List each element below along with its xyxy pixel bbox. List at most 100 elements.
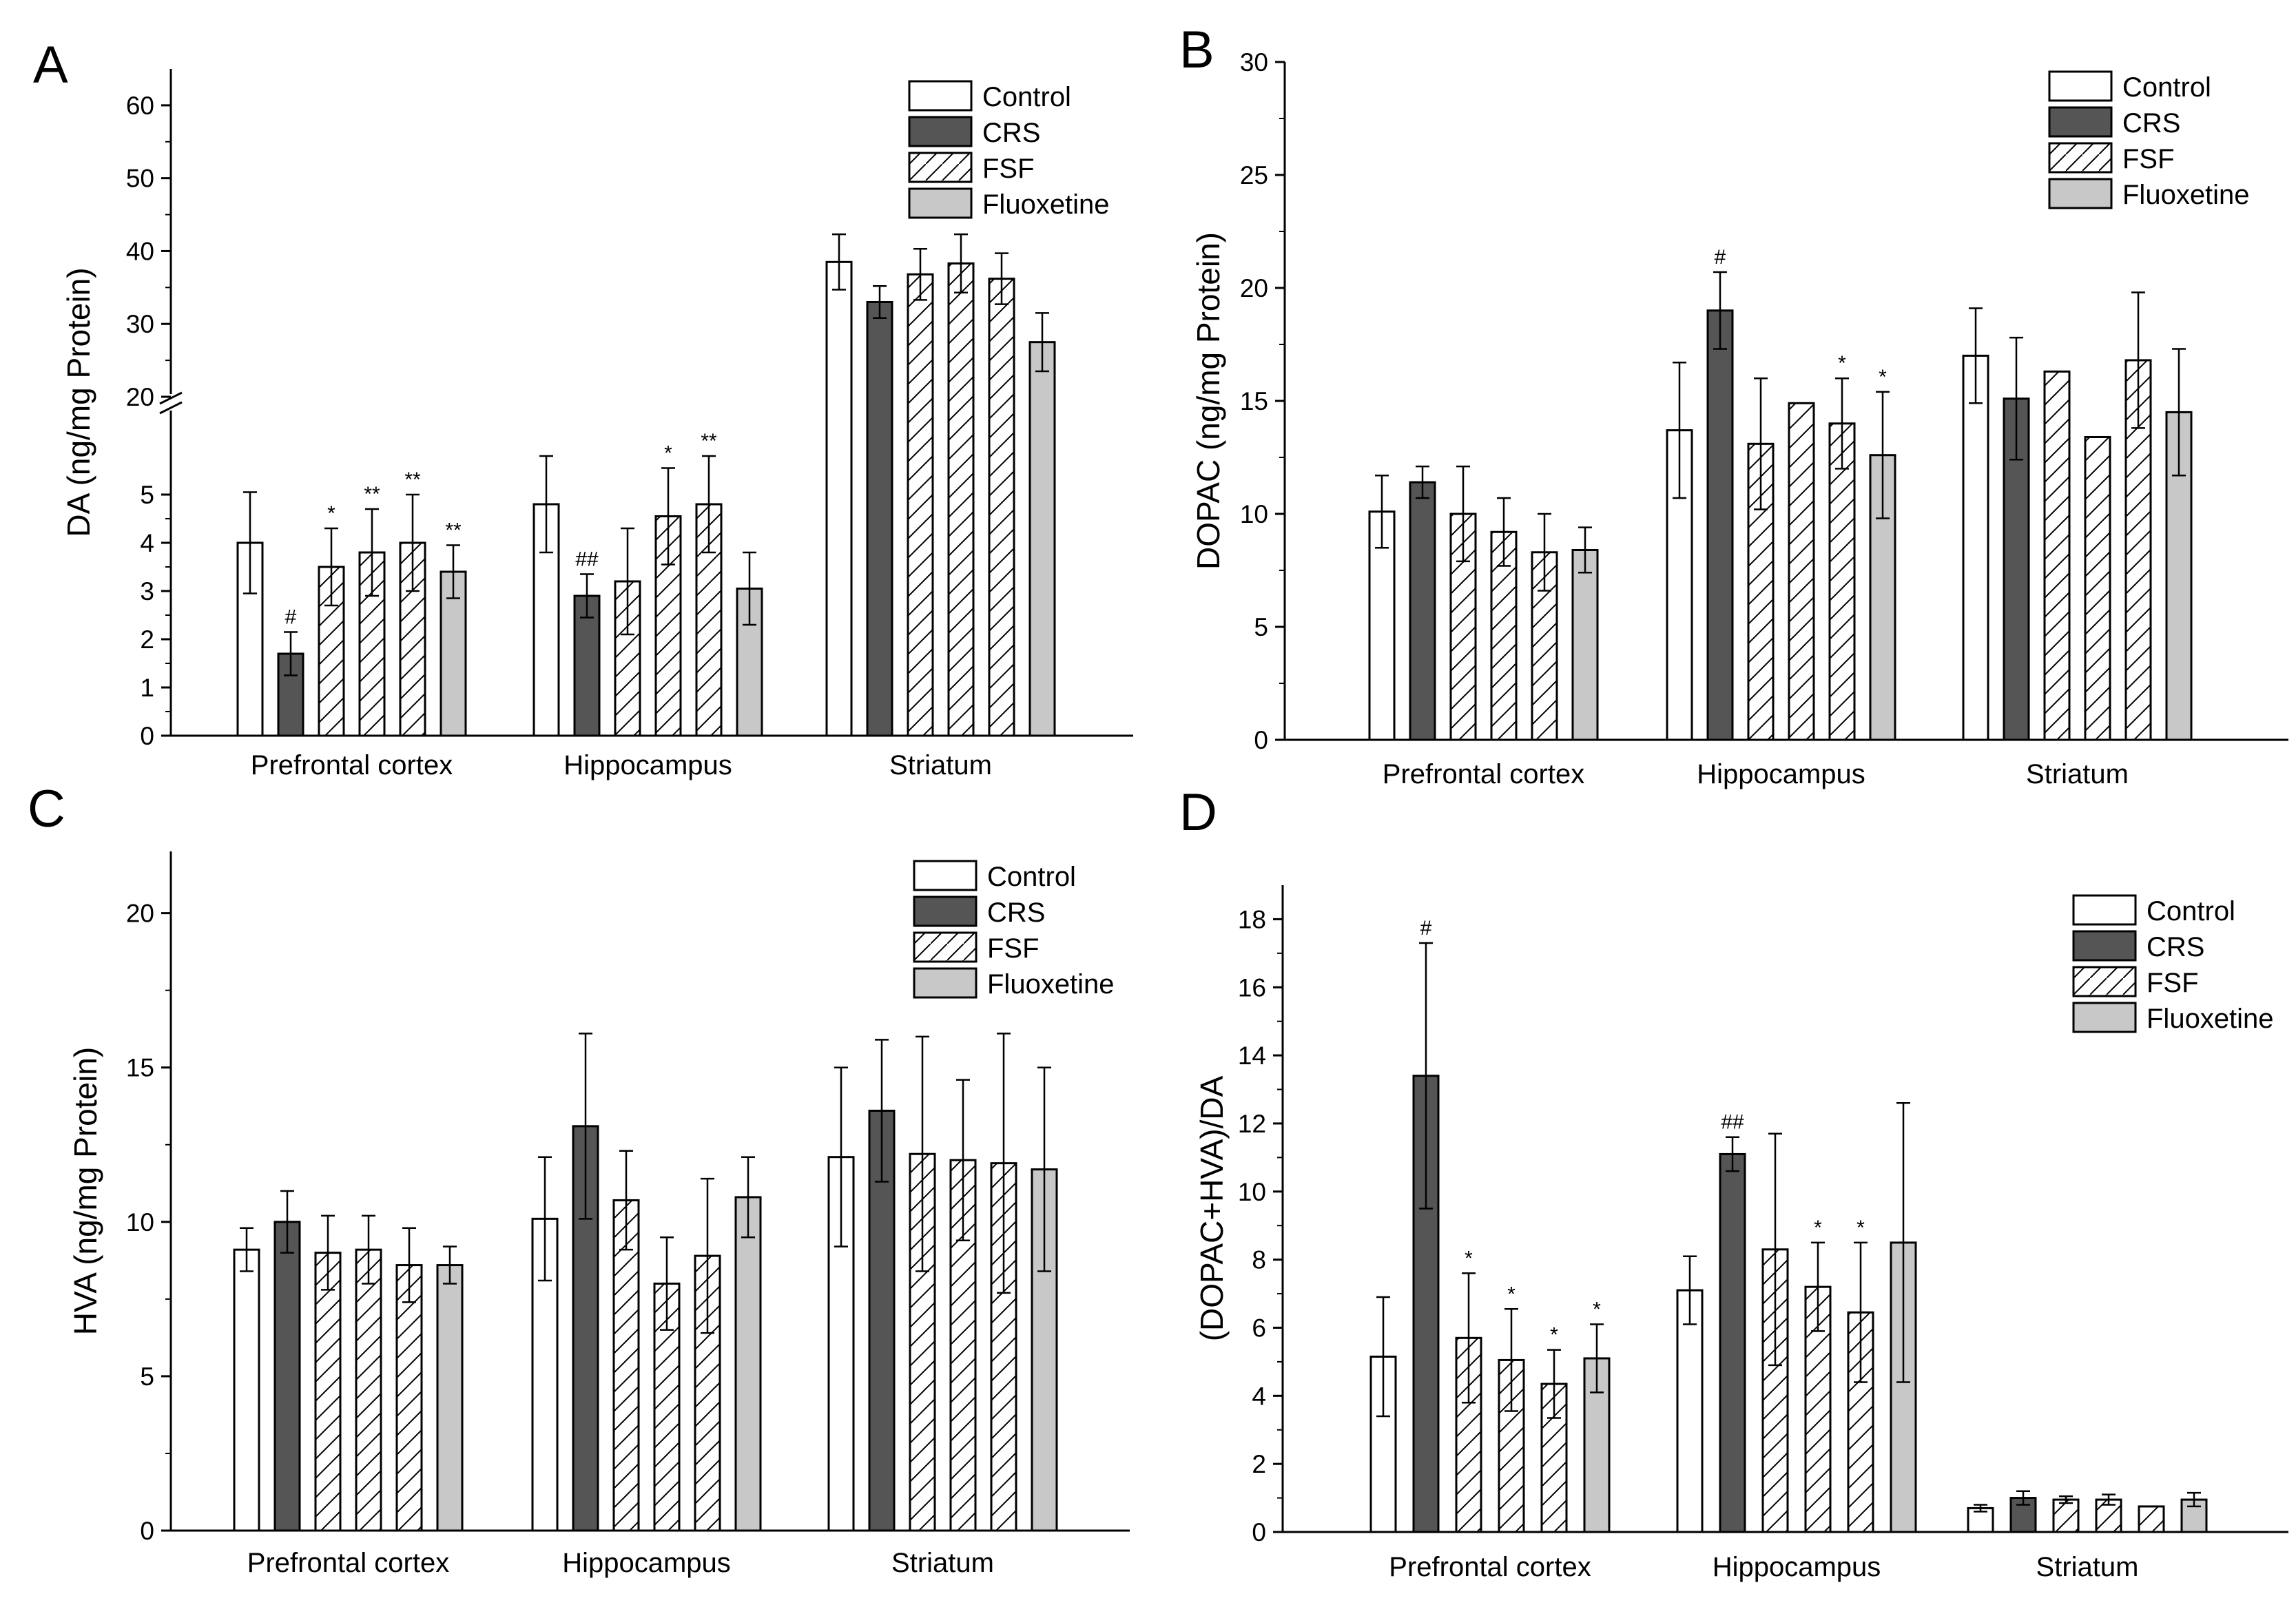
significance-mark: ** [701,430,717,453]
y-tick-label: 2 [1252,1450,1266,1478]
legend-swatch-fluoxetine [2072,1002,2137,1033]
significance-mark: * [1507,1283,1516,1305]
y-axis-label: DOPAC (ng/mg Protein) [1190,232,1226,570]
y-tick-label: 1 [140,674,154,702]
bar [395,1264,423,1532]
significance-mark: # [1420,917,1432,940]
x-category-label: Hippocampus [1713,1552,1881,1582]
bar [572,1125,599,1532]
y-tick-label: 50 [126,165,154,193]
y-tick-label: 10 [126,1208,154,1236]
legend-swatch-fsf [2072,966,2137,997]
bar [1676,1289,1704,1533]
bar [2052,1498,2080,1533]
y-tick-label: 16 [1238,973,1266,1002]
bar [273,1221,301,1532]
legend-label-fluoxetine: Fluoxetine [2122,180,2250,210]
bar [907,273,934,737]
panel-c: C Control CRS FSF Fluoxetine 0 5 10 15 20 HVA… [28,780,1130,1578]
bar [233,1248,260,1532]
y-tick-label: 10 [1238,1178,1266,1206]
y-tick-label: 4 [1252,1382,1266,1410]
significance-mark: ** [404,468,421,491]
bar [314,1252,342,1532]
x-category-label: Striatum [891,1548,994,1578]
legend-swatch-fsf [2048,142,2113,174]
legend-swatch-control [2072,894,2137,926]
significance-mark: * [1465,1247,1473,1270]
y-tick-label: 6 [1252,1314,1266,1342]
significance-mark: * [1838,352,1846,375]
bar [1719,1152,1746,1533]
bar [947,262,975,737]
legend-label-control: Control [987,862,1076,892]
bar [1962,354,1989,741]
legend-label-crs: CRS [987,898,1045,928]
legend-label-fsf: FSF [2122,144,2175,174]
legend-label-control: Control [2122,72,2211,103]
legend-swatch-crs [2072,930,2137,962]
legend-swatch-fluoxetine [913,967,978,999]
legend-label-fsf: FSF [982,154,1035,184]
y-tick-label: 15 [1240,387,1268,415]
significance-mark: * [1814,1216,1822,1239]
y-axis-label: (DOPAC+HVA)/DA [1194,1075,1230,1341]
axis-break-mark [159,401,183,415]
significance-mark: * [1593,1298,1601,1321]
legend-d: Control CRS FSF Fluoxetine [2072,894,2274,1034]
x-category-label: Striatum [2036,1552,2139,1582]
legend-label-fluoxetine: Fluoxetine [982,189,1110,220]
legend-label-control: Control [982,82,1071,112]
y-tick-label: 3 [140,577,154,605]
bar [1028,341,1056,737]
bar [1706,309,1734,741]
panel-letter-c: C [28,780,65,838]
panel-letter-b: B [1179,21,1214,79]
x-category-label: Prefrontal cortex [1383,759,1584,789]
y-tick-label: 5 [140,1363,154,1391]
legend-c: Control CRS FSF Fluoxetine [913,860,1115,1000]
y-tick-label: 60 [126,92,154,120]
y-tick-label: 30 [1240,48,1268,76]
bar [2138,1505,2165,1533]
legend-swatch-crs [908,116,973,147]
legend-swatch-fsf [908,152,973,183]
significance-mark: * [327,502,335,525]
y-tick-label: 0 [1252,1518,1266,1546]
bar [1571,548,1599,741]
bar [988,278,1015,737]
bar [1409,481,1436,741]
legend-label-fsf: FSF [2147,968,2199,998]
significance-mark: ## [1721,1111,1744,1134]
y-tick-label: 15 [126,1054,154,1082]
y-tick-label: 0 [140,1517,154,1545]
x-category-label: Hippocampus [562,1548,731,1578]
y-tick-label: 20 [126,900,154,928]
y-tick-label: 14 [1238,1042,1266,1070]
y-tick-label: 20 [1240,274,1268,302]
legend-swatch-crs [913,895,978,927]
legend-swatch-control [913,860,978,891]
legend-swatch-crs [2048,106,2113,138]
y-tick-label: 5 [1254,613,1268,641]
x-category-label: Prefrontal cortex [247,1548,449,1578]
x-category-label: Hippocampus [1697,759,1865,789]
bar [734,1196,762,1532]
bar [2084,435,2111,741]
bar [825,260,853,737]
legend-b: Control CRS FSF Fluoxetine [2048,70,2250,210]
significance-mark: * [664,442,672,465]
legend-label-crs: CRS [2147,932,2204,962]
bar [1828,422,1856,741]
x-category-label: Striatum [889,750,992,780]
y-tick-label: 25 [1240,161,1268,189]
legend-label-crs: CRS [982,118,1040,148]
legend-swatch-fsf [913,931,978,963]
significance-mark: * [1550,1324,1558,1347]
y-tick-label: 0 [140,722,154,750]
panel-letter-a: A [33,36,68,94]
bar [866,300,893,737]
bar [2043,370,2071,741]
bar [1788,402,1815,741]
bar [612,1199,640,1532]
